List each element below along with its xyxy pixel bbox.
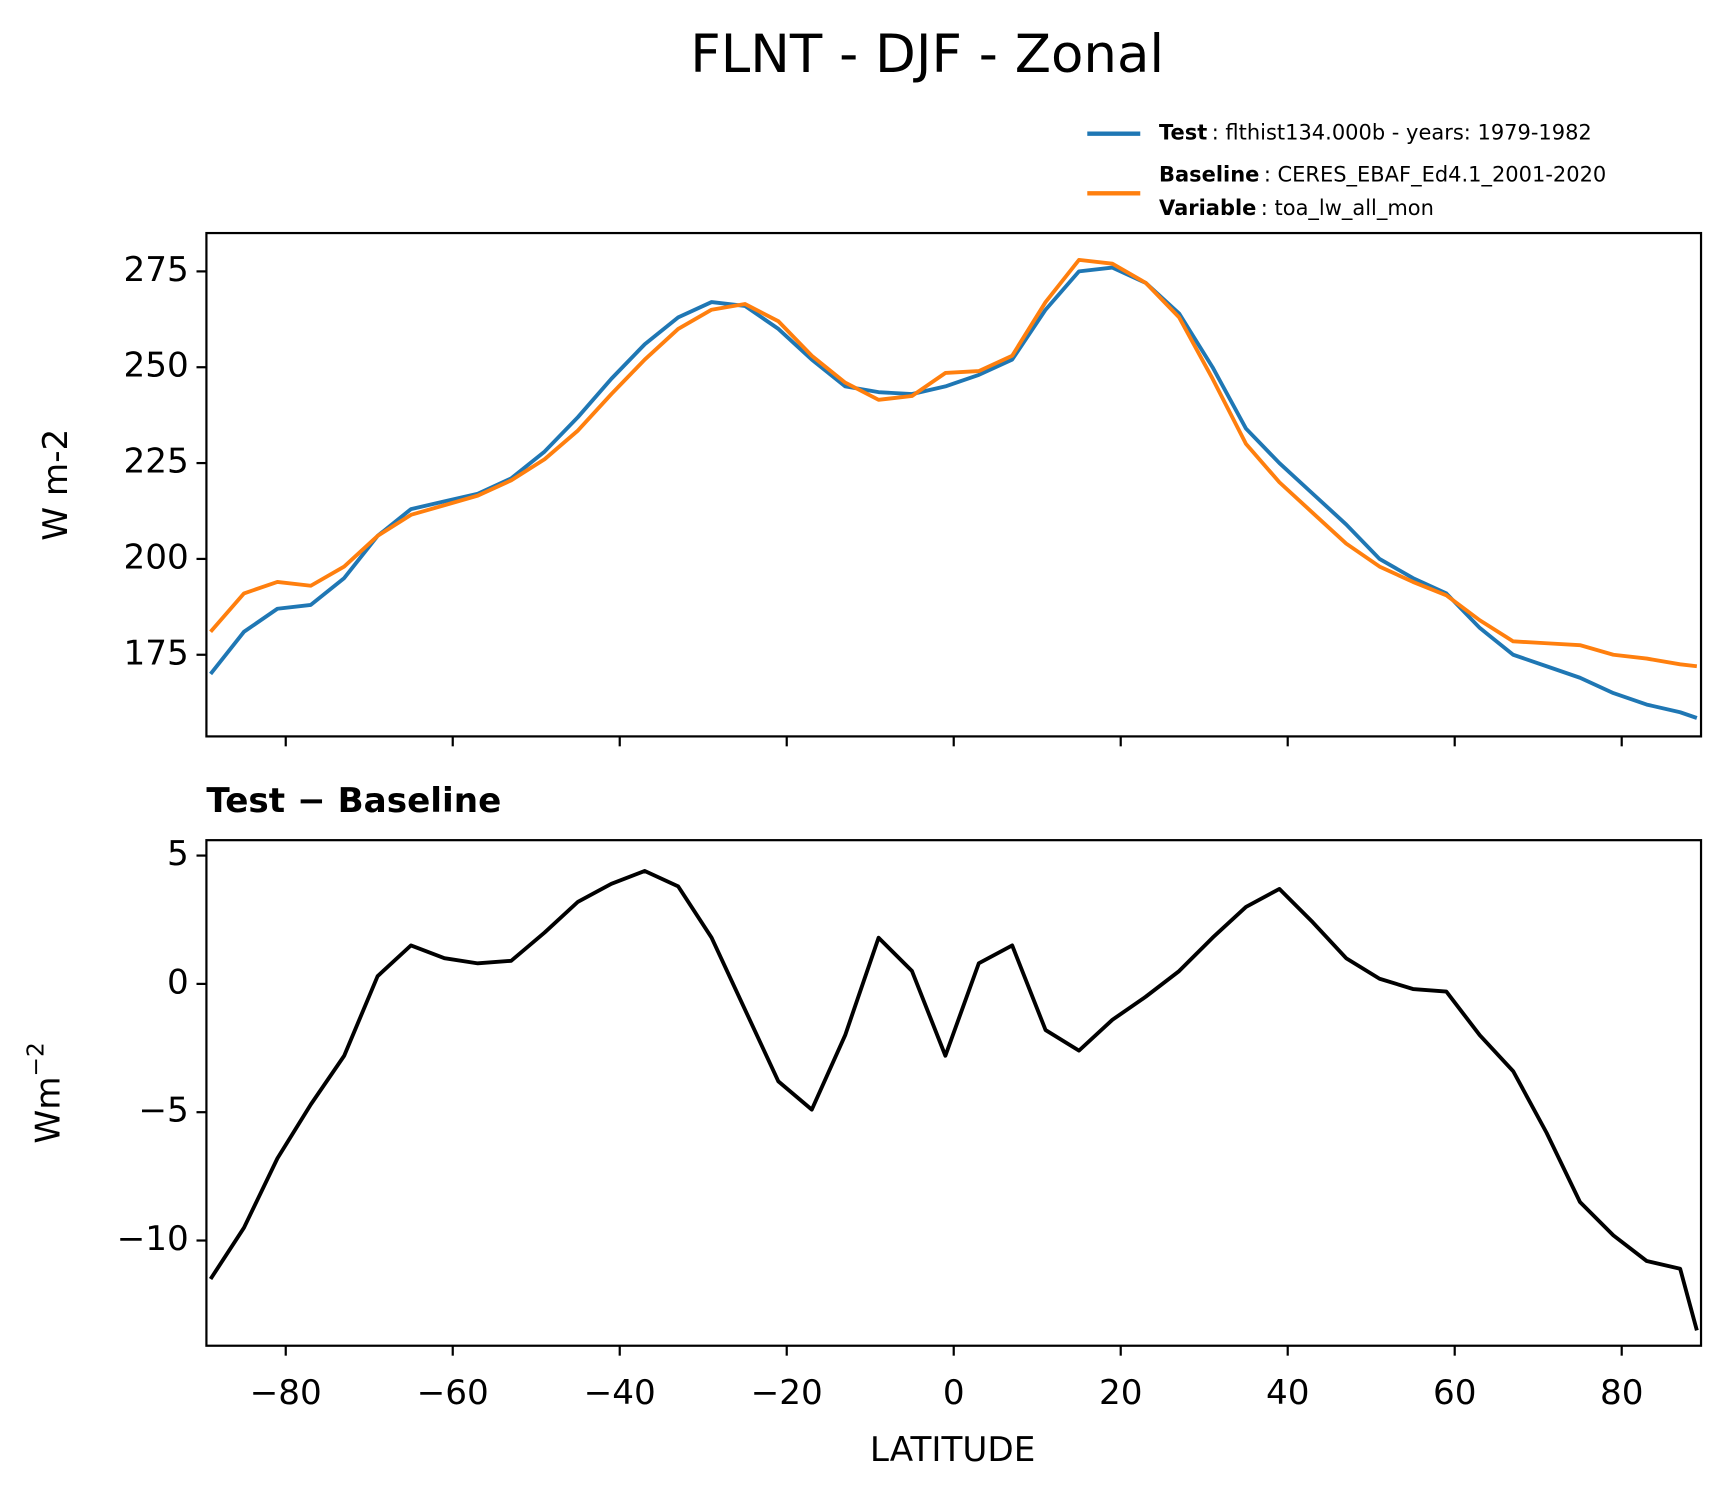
y-tick-label: 175 (123, 633, 188, 673)
legend-detail: : toa_lw_all_mon (1261, 196, 1434, 221)
data-line (209, 257, 1698, 669)
y-axis-label-superscript: −2 (22, 1042, 49, 1076)
x-tick-label: −80 (250, 1373, 322, 1413)
y-axis-label: W m-2 (36, 429, 76, 541)
legend-detail: : CERES_EBAF_Ed4.1_2001-2020 (1264, 163, 1606, 188)
x-tick-label: 60 (1433, 1373, 1477, 1413)
plot-frame (205, 839, 1703, 1347)
y-tick-label: 200 (123, 537, 188, 577)
x-tick-label: 20 (1099, 1373, 1143, 1413)
y-tick-label: −5 (138, 1091, 188, 1131)
x-tick-label: 80 (1600, 1373, 1644, 1413)
legend-name: Variable (1159, 196, 1256, 220)
chart-title: FLNT - DJF - Zonal (690, 24, 1164, 85)
legend-name: Baseline (1159, 163, 1259, 187)
plot-frame (205, 231, 1703, 738)
y-tick-label: 225 (123, 442, 188, 482)
data-line (208, 869, 1699, 1331)
x-axis-label: LATITUDE (870, 1430, 1035, 1470)
x-tick-label: −40 (584, 1373, 656, 1413)
x-tick-label: 40 (1266, 1373, 1310, 1413)
y-tick-label: 250 (123, 346, 188, 386)
y-axis-label: Wm−2 (22, 1042, 68, 1143)
panel-title: Test − Baseline (206, 781, 501, 821)
y-tick-label: 275 (123, 250, 188, 290)
data-line (209, 265, 1698, 720)
x-tick-label: 0 (943, 1373, 965, 1413)
legend-detail: : flthist134.000b - years: 1979-1982 (1212, 121, 1592, 145)
legend-name: Test (1159, 121, 1207, 145)
y-tick-label: 5 (167, 834, 189, 874)
y-tick-label: −10 (117, 1219, 189, 1259)
x-tick-label: −20 (751, 1373, 823, 1413)
y-tick-label: 0 (167, 962, 189, 1002)
x-tick-label: −60 (417, 1373, 489, 1413)
y-axis-label-base: Wm (28, 1076, 68, 1143)
